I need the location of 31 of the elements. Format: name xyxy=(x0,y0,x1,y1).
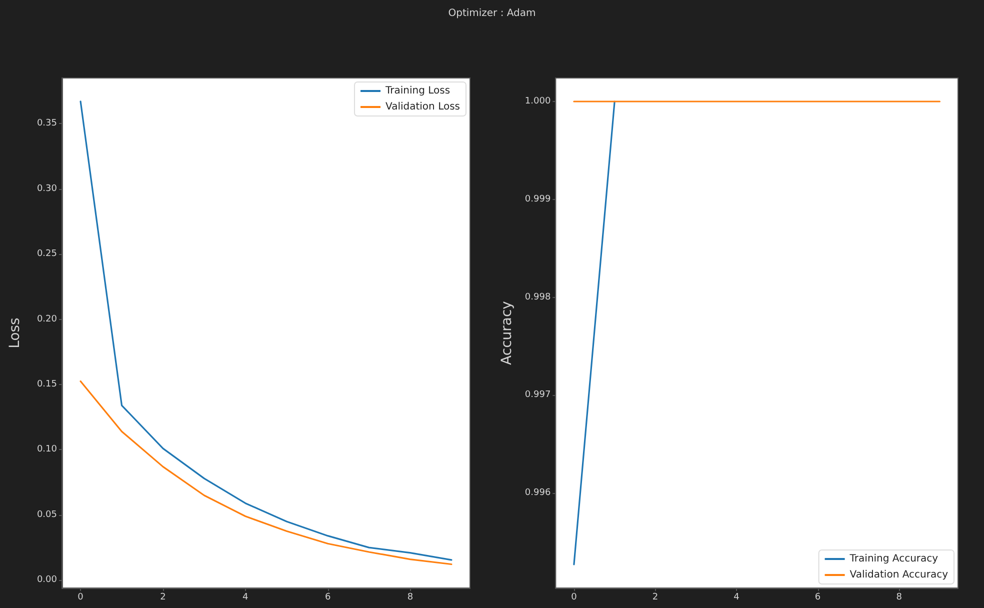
y-tick-label: 1.000 xyxy=(524,96,551,106)
y-tick-label: 0.998 xyxy=(524,292,551,302)
y-tick-label: 0.10 xyxy=(36,444,58,455)
legend-label: Validation Loss xyxy=(386,102,460,112)
x-tick-label: 6 xyxy=(814,592,821,602)
y-tick-label: 0.30 xyxy=(36,184,58,194)
legend-label: Validation Accuracy xyxy=(850,570,948,580)
x-tick-label: 0 xyxy=(571,592,578,602)
y-tick-label: 0.35 xyxy=(36,118,57,129)
y-axis-title: Accuracy xyxy=(499,301,515,365)
y-tick-label: 0.00 xyxy=(36,575,58,586)
y-tick-label: 0.05 xyxy=(36,510,57,520)
y-tick-label: 0.997 xyxy=(524,390,551,400)
text: Optimizer : Adam xyxy=(447,8,537,19)
y-tick-label: 0.999 xyxy=(524,194,551,204)
y-axis-title: Loss xyxy=(7,318,23,348)
y-tick-label: 0.15 xyxy=(36,380,57,390)
legend-label: Training Loss xyxy=(384,86,450,96)
x-tick-label: 2 xyxy=(160,592,166,602)
x-tick-label: 2 xyxy=(652,592,658,602)
y-tick-label: 0.20 xyxy=(36,314,58,324)
y-tick-label: 0.996 xyxy=(524,488,551,498)
y-tick-label: 0.25 xyxy=(36,249,57,260)
x-tick-label: 6 xyxy=(324,592,331,602)
x-tick-label: 0 xyxy=(78,592,84,602)
x-tick-label: 4 xyxy=(242,592,249,602)
legend-label: Training Accuracy xyxy=(848,554,938,564)
x-tick-label: 8 xyxy=(896,592,902,602)
x-tick-label: 8 xyxy=(407,592,414,602)
x-tick-label: 4 xyxy=(734,592,740,602)
line-series xyxy=(80,380,452,566)
